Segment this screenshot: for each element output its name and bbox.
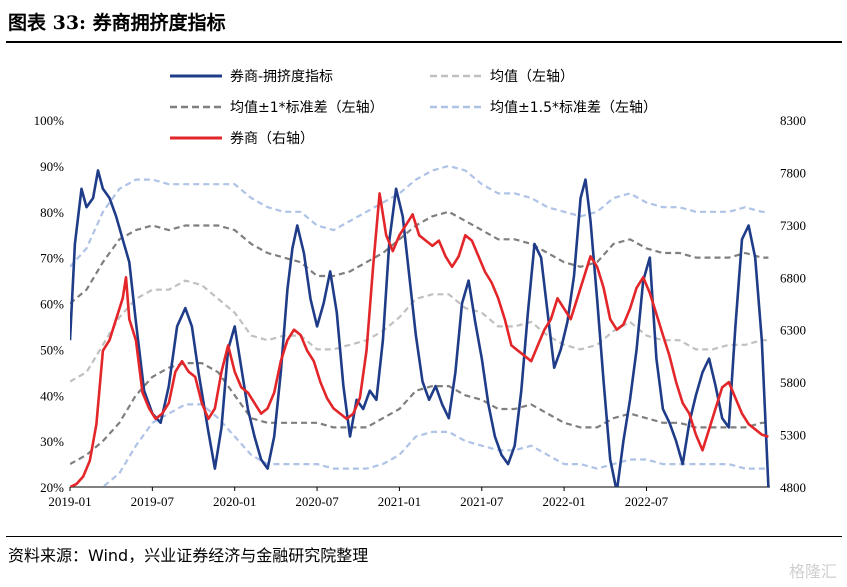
y-left-tick-label: 20% [40,480,64,495]
series-group [70,164,770,487]
y-right-tick-label: 4800 [780,480,806,495]
y-left-tick-label: 50% [40,342,64,357]
y-left-tick-label: 70% [40,251,64,266]
series-line-0 [70,169,770,487]
y-right-tick-label: 8300 [780,113,806,128]
title-rule [6,41,842,43]
x-tick-label: 2022-07 [625,494,669,509]
watermark-logo: 格隆汇 [788,562,837,581]
y-left-tick-label: 80% [40,205,64,220]
legend-label: 券商（右轴） [230,131,314,147]
y-right-tick-label: 6800 [780,270,806,285]
y-right-tick-label: 6300 [780,323,806,338]
series-line-3 [70,210,769,305]
source-note: 资料来源：Wind，兴业证券经济与金融研究院整理 [8,546,369,565]
series-line-2 [70,362,769,466]
y-right-tick-label: 5300 [780,428,806,443]
y-left-tick-label: 100% [34,113,65,128]
y-left-tick-label: 60% [40,297,64,312]
y-right-tick-label: 7800 [780,165,806,180]
y-right-tick-label: 5800 [780,375,806,390]
y-left-tick-label: 40% [40,388,64,403]
x-tick-label: 2021-01 [378,494,421,509]
series-line-4 [101,403,769,487]
x-tick-label: 2019-07 [131,494,175,509]
legend-label: 均值（左轴） [490,69,574,85]
chart-title: 图表 33: 券商拥挤度指标 [8,12,226,34]
legend-label: 券商-拥挤度指标 [230,69,333,85]
y-left-tick-label: 90% [40,159,64,174]
x-tick-label: 2019-01 [48,494,91,509]
series-line-6 [70,192,769,487]
footer-rule [6,536,842,537]
legend-label: 均值±1.5*标准差（左轴） [490,100,657,116]
x-tick-label: 2020-01 [213,494,256,509]
x-tick-label: 2022-01 [542,494,585,509]
x-tick-label: 2021-07 [460,494,504,509]
y-left-tick-label: 30% [40,434,64,449]
x-tick-label: 2020-07 [295,494,339,509]
legend-label: 均值±1*标准差（左轴） [230,100,384,116]
y-right-tick-label: 7300 [780,218,806,233]
series-line-5 [70,164,769,268]
series-line-1 [70,279,769,383]
